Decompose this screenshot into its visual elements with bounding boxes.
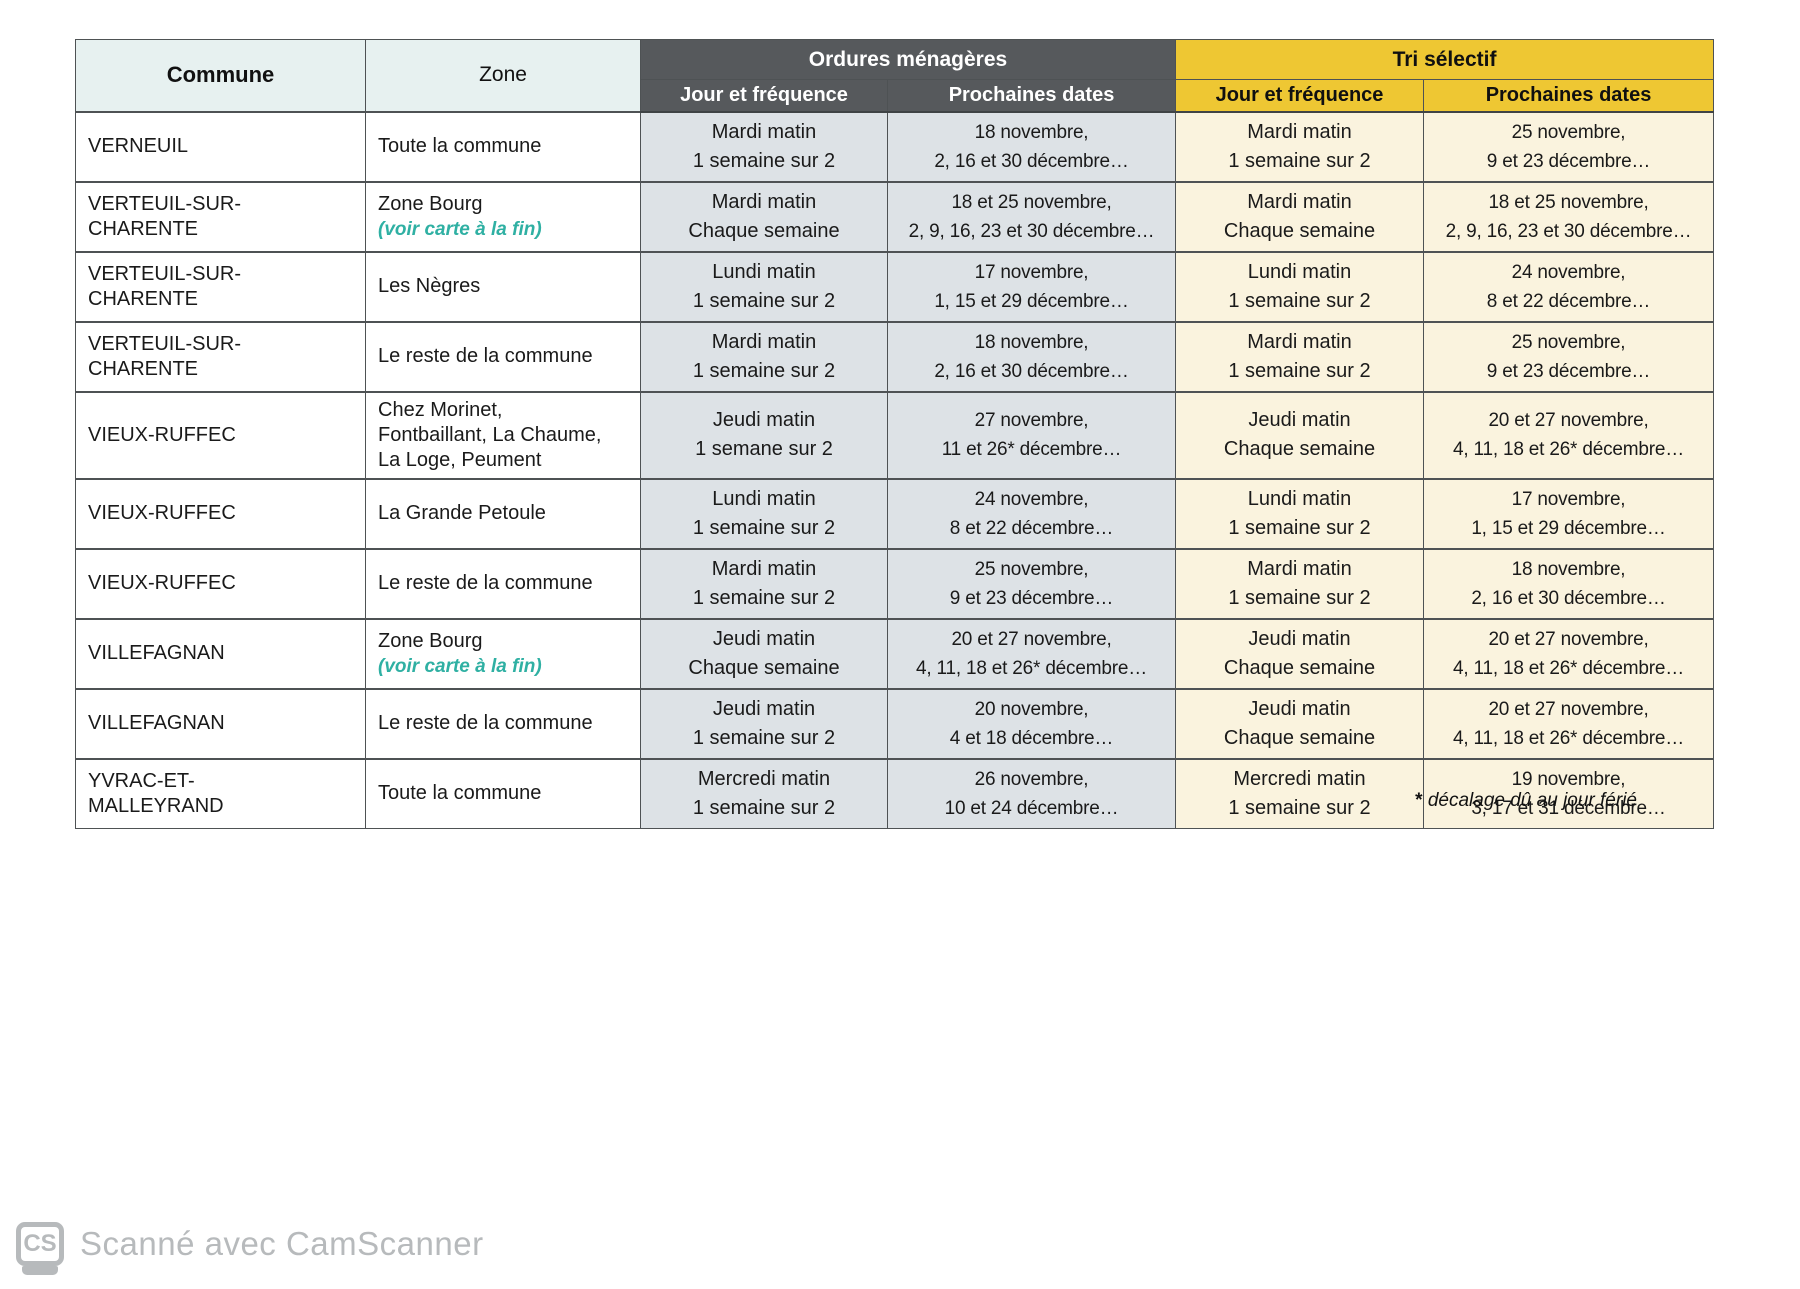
zone-cell: La Grande Petoule bbox=[365, 477, 641, 549]
tri-day-frequency-cell: Mardi matin Chaque semaine bbox=[1175, 180, 1424, 252]
camscanner-watermark-text: Scanné avec CamScanner bbox=[80, 1225, 484, 1262]
tri-next-dates-cell: 25 novembre, 9 et 23 décembre… bbox=[1422, 110, 1715, 182]
om-next-dates-cell: 17 novembre, 1, 15 et 29 décembre… bbox=[887, 250, 1176, 322]
zone-map-note: (voir carte à la fin) bbox=[378, 655, 542, 677]
column-header-zone: Zone bbox=[365, 39, 641, 112]
om-day-frequency-cell: Lundi matin 1 semaine sur 2 bbox=[640, 477, 888, 549]
zone-cell: Les Nègres bbox=[365, 250, 641, 322]
tri-day-frequency-cell: Lundi matin 1 semaine sur 2 bbox=[1175, 477, 1424, 549]
tri-next-dates-cell: 19 novembre, 3, 17 et 31 décembre… bbox=[1422, 757, 1715, 829]
tri-next-dates-cell: 25 novembre, 9 et 23 décembre… bbox=[1422, 320, 1715, 392]
commune-cell: VILLEFAGNAN bbox=[75, 617, 366, 689]
footnote-text: décalage dû au jour férié bbox=[1427, 790, 1637, 811]
tri-day-frequency-cell: Mardi matin 1 semaine sur 2 bbox=[1175, 110, 1424, 182]
om-next-dates-cell: 20 et 27 novembre, 4, 11, 18 et 26* déce… bbox=[887, 617, 1176, 689]
om-day-frequency-cell: Jeudi matin Chaque semaine bbox=[640, 617, 888, 689]
zone-cell: Le reste de la commune bbox=[365, 687, 641, 759]
commune-cell: VERTEUIL-SUR- CHARENTE bbox=[75, 180, 366, 252]
table-row: YVRAC-ET- MALLEYRAND Toute la commune Me… bbox=[75, 757, 1715, 829]
zone-cell: Chez Morinet, Fontbaillant, La Chaume, L… bbox=[365, 390, 641, 479]
table-row: VILLEFAGNAN Zone Bourg (voir carte à la f… bbox=[75, 617, 1715, 689]
commune-cell: VIEUX-RUFFEC bbox=[75, 390, 366, 479]
group-header-ordures-menageres: Ordures ménagères bbox=[640, 39, 1176, 80]
om-next-dates-cell: 26 novembre, 10 et 24 décembre… bbox=[887, 757, 1176, 829]
subheader-tri-jour-frequence: Jour et fréquence bbox=[1175, 79, 1424, 113]
column-header-commune: Commune bbox=[75, 39, 366, 112]
tri-next-dates-cell: 20 et 27 novembre, 4, 11, 18 et 26* déce… bbox=[1422, 390, 1715, 479]
table-body: VERNEUIL Toute la commune Mardi matin 1 … bbox=[75, 110, 1715, 829]
om-day-frequency-cell: Mercredi matin 1 semaine sur 2 bbox=[640, 757, 888, 829]
commune-cell: VILLEFAGNAN bbox=[75, 687, 366, 759]
header-sub-row: Jour et fréquence Prochaines dates Jour … bbox=[76, 79, 1715, 113]
table-row: VERTEUIL-SUR- CHARENTE Les Nègres Lundi … bbox=[75, 250, 1715, 322]
zone-cell: Toute la commune bbox=[365, 757, 641, 829]
om-day-frequency-cell: Mardi matin 1 semaine sur 2 bbox=[640, 320, 888, 392]
om-next-dates-cell: 18 et 25 novembre, 2, 9, 16, 23 et 30 dé… bbox=[887, 180, 1176, 252]
tri-day-frequency-cell: Jeudi matin Chaque semaine bbox=[1175, 390, 1424, 479]
table-row: VIEUX-RUFFEC La Grande Petoule Lundi mat… bbox=[75, 477, 1715, 549]
tri-day-frequency-cell: Mercredi matin 1 semaine sur 2 bbox=[1175, 757, 1424, 829]
om-day-frequency-cell: Mardi matin 1 semaine sur 2 bbox=[640, 110, 888, 182]
om-next-dates-cell: 20 novembre, 4 et 18 décembre… bbox=[887, 687, 1176, 759]
om-day-frequency-cell: Jeudi matin 1 semane sur 2 bbox=[640, 390, 888, 479]
tri-day-frequency-cell: Lundi matin 1 semaine sur 2 bbox=[1175, 250, 1424, 322]
zone-cell: Zone Bourg (voir carte à la fin) bbox=[365, 617, 641, 689]
camscanner-watermark: CS Scanné avec CamScanner bbox=[16, 1222, 484, 1275]
table-row: VERNEUIL Toute la commune Mardi matin 1 … bbox=[75, 110, 1715, 182]
tri-day-frequency-cell: Jeudi matin Chaque semaine bbox=[1175, 617, 1424, 689]
om-next-dates-cell: 18 novembre, 2, 16 et 30 décembre… bbox=[887, 320, 1176, 392]
tri-day-frequency-cell: Jeudi matin Chaque semaine bbox=[1175, 687, 1424, 759]
group-header-tri-selectif: Tri sélectif bbox=[1174, 39, 1715, 80]
table-row: VERTEUIL-SUR- CHARENTE Le reste de la co… bbox=[75, 320, 1715, 392]
zone-cell: Zone Bourg (voir carte à la fin) bbox=[365, 180, 641, 252]
om-day-frequency-cell: Jeudi matin 1 semaine sur 2 bbox=[640, 687, 888, 759]
om-next-dates-cell: 18 novembre, 2, 16 et 30 décembre… bbox=[887, 110, 1176, 182]
subheader-tri-prochaines-dates: Prochaines dates bbox=[1422, 79, 1715, 113]
zone-cell: Toute la commune bbox=[365, 110, 641, 182]
table-row: VERTEUIL-SUR- CHARENTE Zone Bourg (voir c… bbox=[75, 180, 1715, 252]
waste-collection-schedule-table: Commune Zone Ordures ménagères Tri sélec… bbox=[75, 39, 1715, 829]
om-next-dates-cell: 24 novembre, 8 et 22 décembre… bbox=[887, 477, 1176, 549]
commune-cell: VIEUX-RUFFEC bbox=[75, 477, 366, 549]
commune-cell: VERTEUIL-SUR- CHARENTE bbox=[75, 250, 366, 322]
table-row: VILLEFAGNAN Le reste de la commune Jeudi… bbox=[75, 687, 1715, 759]
commune-cell: YVRAC-ET- MALLEYRAND bbox=[75, 757, 366, 829]
subheader-om-jour-frequence: Jour et fréquence bbox=[640, 79, 888, 113]
om-day-frequency-cell: Mardi matin Chaque semaine bbox=[640, 180, 888, 252]
tri-next-dates-cell: 18 et 25 novembre, 2, 9, 16, 23 et 30 dé… bbox=[1422, 180, 1715, 252]
om-day-frequency-cell: Mardi matin 1 semaine sur 2 bbox=[640, 547, 888, 619]
tri-next-dates-cell: 20 et 27 novembre, 4, 11, 18 et 26* déce… bbox=[1422, 617, 1715, 689]
om-next-dates-cell: 25 novembre, 9 et 23 décembre… bbox=[887, 547, 1176, 619]
commune-cell: VIEUX-RUFFEC bbox=[75, 547, 366, 619]
header-group-row: Commune Zone Ordures ménagères Tri sélec… bbox=[75, 39, 1715, 112]
footnote-asterisk: * bbox=[1415, 790, 1423, 811]
tri-next-dates-cell: 17 novembre, 1, 15 et 29 décembre… bbox=[1422, 477, 1715, 549]
table-row: VIEUX-RUFFEC Chez Morinet, Fontbaillant,… bbox=[75, 390, 1715, 479]
table-row: VIEUX-RUFFEC Le reste de la commune Mard… bbox=[75, 547, 1715, 619]
tri-day-frequency-cell: Mardi matin 1 semaine sur 2 bbox=[1175, 320, 1424, 392]
camscanner-logo-icon: CS bbox=[16, 1222, 64, 1275]
commune-cell: VERNEUIL bbox=[75, 110, 366, 182]
tri-day-frequency-cell: Mardi matin 1 semaine sur 2 bbox=[1175, 547, 1424, 619]
zone-map-note: (voir carte à la fin) bbox=[378, 218, 542, 240]
tri-next-dates-cell: 20 et 27 novembre, 4, 11, 18 et 26* déce… bbox=[1422, 687, 1715, 759]
commune-cell: VERTEUIL-SUR- CHARENTE bbox=[75, 320, 366, 392]
subheader-om-prochaines-dates: Prochaines dates bbox=[887, 79, 1176, 113]
tri-next-dates-cell: 24 novembre, 8 et 22 décembre… bbox=[1422, 250, 1715, 322]
zone-cell: Le reste de la commune bbox=[365, 547, 641, 619]
om-day-frequency-cell: Lundi matin 1 semaine sur 2 bbox=[640, 250, 888, 322]
om-next-dates-cell: 27 novembre, 11 et 26* décembre… bbox=[887, 390, 1176, 479]
tri-next-dates-cell: 18 novembre, 2, 16 et 30 décembre… bbox=[1422, 547, 1715, 619]
zone-cell: Le reste de la commune bbox=[365, 320, 641, 392]
footnote: * décalage dû au jour férié bbox=[75, 790, 1637, 812]
